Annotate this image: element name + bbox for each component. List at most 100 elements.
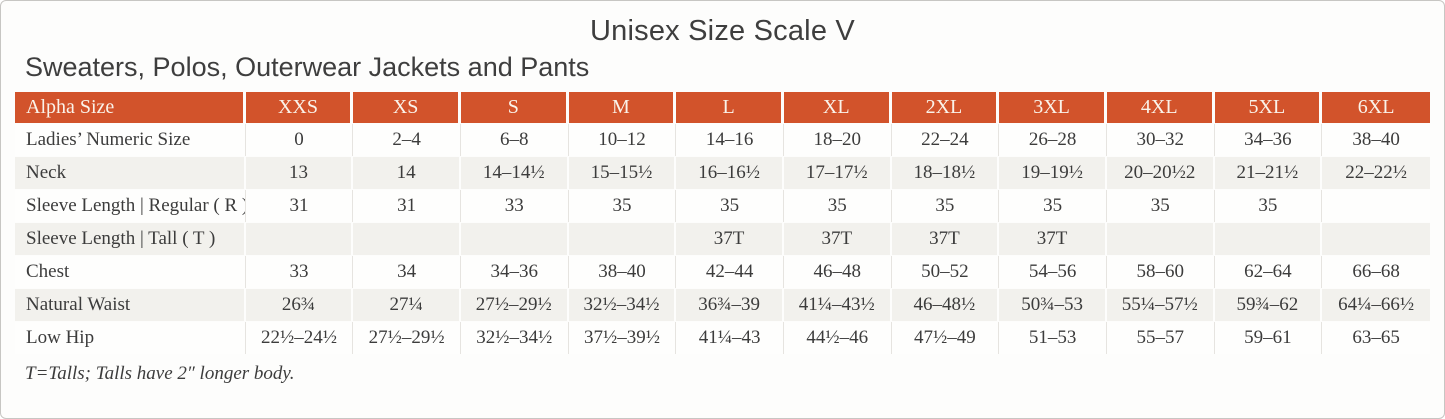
size-cell: 47½–49	[892, 322, 1000, 354]
size-cell: 21–21½	[1214, 156, 1323, 190]
size-cell: 35	[569, 190, 677, 222]
size-cell: 27½–29½	[353, 322, 461, 354]
size-cell: 22½–24½	[246, 322, 354, 354]
size-cell	[460, 222, 569, 256]
table-row: Natural Waist 26¾ 27¼ 27½–29½ 32½–34½ 36¾–39 4…	[15, 288, 1430, 322]
size-cell: 18–20	[784, 124, 892, 156]
size-cell: 34	[353, 256, 461, 288]
size-cell: 26–28	[999, 124, 1107, 156]
size-cell: 66–68	[1352, 261, 1400, 282]
column-header-alpha-size: Alpha Size	[15, 92, 246, 124]
footnote: T=Talls; Talls have 2″ longer body.	[25, 363, 295, 384]
size-cell: 10–12	[569, 124, 677, 156]
size-cell: 34–36	[461, 256, 569, 288]
size-cell: 37T	[783, 222, 892, 256]
table-row: Neck 13 14 14–14½ 15–15½ 16–16½ 17–17½ 18–18½ 19…	[15, 156, 1430, 190]
size-cell: 37T	[676, 222, 784, 256]
size-table: Alpha Size XXS XS S M L XL 2XL 3XL 4XL 5XL 6XL Ladie…	[15, 92, 1430, 354]
size-cell: 31	[246, 190, 354, 222]
size-cell: 58–60	[1107, 256, 1215, 288]
table-row: Sleeve Length | Regular ( R ) 31 31 33 35 35 3…	[15, 190, 1430, 222]
size-cell	[568, 222, 677, 256]
column-header: 5XL	[1214, 92, 1323, 124]
size-cell	[1106, 222, 1215, 256]
size-cell	[353, 222, 461, 256]
size-cell: 14–16	[676, 124, 784, 156]
size-cell: 38–40	[1352, 129, 1400, 150]
size-cell	[245, 222, 354, 256]
table-row: Ladies’ Numeric Size 0 2–4 6–8 10–12 14–16 18–…	[15, 124, 1430, 156]
size-cell: 62–64	[1215, 256, 1323, 288]
row-label: Low Hip	[15, 322, 246, 354]
size-cell: 34–36	[1215, 124, 1323, 156]
table-row: Sleeve Length | Tall ( T ) 37T 37T 37T 37T	[15, 222, 1430, 256]
size-cell: 13	[245, 156, 354, 190]
size-cell: 18–18½	[891, 156, 1000, 190]
size-cell: 27¼	[353, 288, 461, 322]
size-cell: 37T	[891, 222, 1000, 256]
column-header: L	[676, 92, 784, 124]
table-row: Low Hip 22½–24½ 27½–29½ 32½–34½ 37½–39½ 41¼–4…	[15, 322, 1430, 354]
size-cell: 50¾–53	[999, 288, 1107, 322]
column-header: S	[460, 92, 569, 124]
row-label: Ladies’ Numeric Size	[15, 124, 246, 156]
size-cell: 35	[999, 190, 1107, 222]
column-header: M	[568, 92, 677, 124]
size-cell: 16–16½	[676, 156, 784, 190]
size-cell: 37T	[999, 222, 1107, 256]
size-cell: 15–15½	[568, 156, 677, 190]
size-cell: 35	[1215, 190, 1323, 222]
size-cell: 2–4	[353, 124, 461, 156]
size-cell: 32½–34½	[461, 322, 569, 354]
size-cell	[1322, 190, 1430, 222]
size-cell: 20–20½2	[1106, 156, 1215, 190]
column-header: XS	[353, 92, 461, 124]
column-header: XL	[783, 92, 892, 124]
size-cell: 46–48	[784, 256, 892, 288]
size-cell: 42–44	[676, 256, 784, 288]
size-cell: 44½–46	[784, 322, 892, 354]
header-row: Alpha Size XXS XS S M L XL 2XL 3XL 4XL 5XL 6XL	[15, 92, 1430, 124]
column-header: 4XL	[1106, 92, 1215, 124]
size-cell: 35	[784, 190, 892, 222]
size-cell: 51–53	[999, 322, 1107, 354]
size-cell	[1322, 222, 1430, 256]
size-cell: 14–14½	[460, 156, 569, 190]
size-cell: 59–61	[1215, 322, 1323, 354]
size-table-wrapper: Alpha Size XXS XS S M L XL 2XL 3XL 4XL 5XL 6XL Ladie…	[15, 92, 1430, 354]
size-cell: 14	[353, 156, 461, 190]
size-cell: 41¼–43	[676, 322, 784, 354]
column-header: XXS	[245, 92, 354, 124]
size-cell	[1214, 222, 1323, 256]
row-label: Sleeve Length | Regular ( R )	[15, 190, 246, 222]
size-cell: 38–40	[569, 256, 677, 288]
size-cell: 6–8	[461, 124, 569, 156]
size-cell: 32½–34½	[568, 288, 677, 322]
page-subtitle: Sweaters, Polos, Outerwear Jackets and P…	[25, 52, 590, 82]
column-header: 6XL	[1322, 92, 1430, 124]
size-cell: 55¼–57½	[1106, 288, 1215, 322]
size-cell: 55–57	[1107, 322, 1215, 354]
size-cell: 63–65	[1352, 327, 1400, 348]
size-cell: 33	[246, 256, 354, 288]
size-cell: 35	[1107, 190, 1215, 222]
size-cell: 22–22½	[1322, 156, 1430, 190]
size-cell: 37½–39½	[569, 322, 677, 354]
page-title: Unisex Size Scale V	[590, 15, 855, 47]
row-label: Sleeve Length | Tall ( T )	[15, 222, 246, 256]
column-header: 3XL	[999, 92, 1107, 124]
row-label: Chest	[15, 256, 246, 288]
table-row: Chest 33 34 34–36 38–40 42–44 46–48 50–52 54–56 5…	[15, 256, 1430, 288]
size-cell: 30–32	[1107, 124, 1215, 156]
size-cell: 41¼–43½	[783, 288, 892, 322]
size-cell: 19–19½	[999, 156, 1107, 190]
size-cell: 54–56	[999, 256, 1107, 288]
size-cell: 59¾–62	[1214, 288, 1323, 322]
size-cell: 50–52	[892, 256, 1000, 288]
size-cell: 35	[676, 190, 784, 222]
size-cell: 33	[461, 190, 569, 222]
size-cell: 22–24	[892, 124, 1000, 156]
row-label: Natural Waist	[15, 288, 246, 322]
size-cell: 26¾	[245, 288, 354, 322]
